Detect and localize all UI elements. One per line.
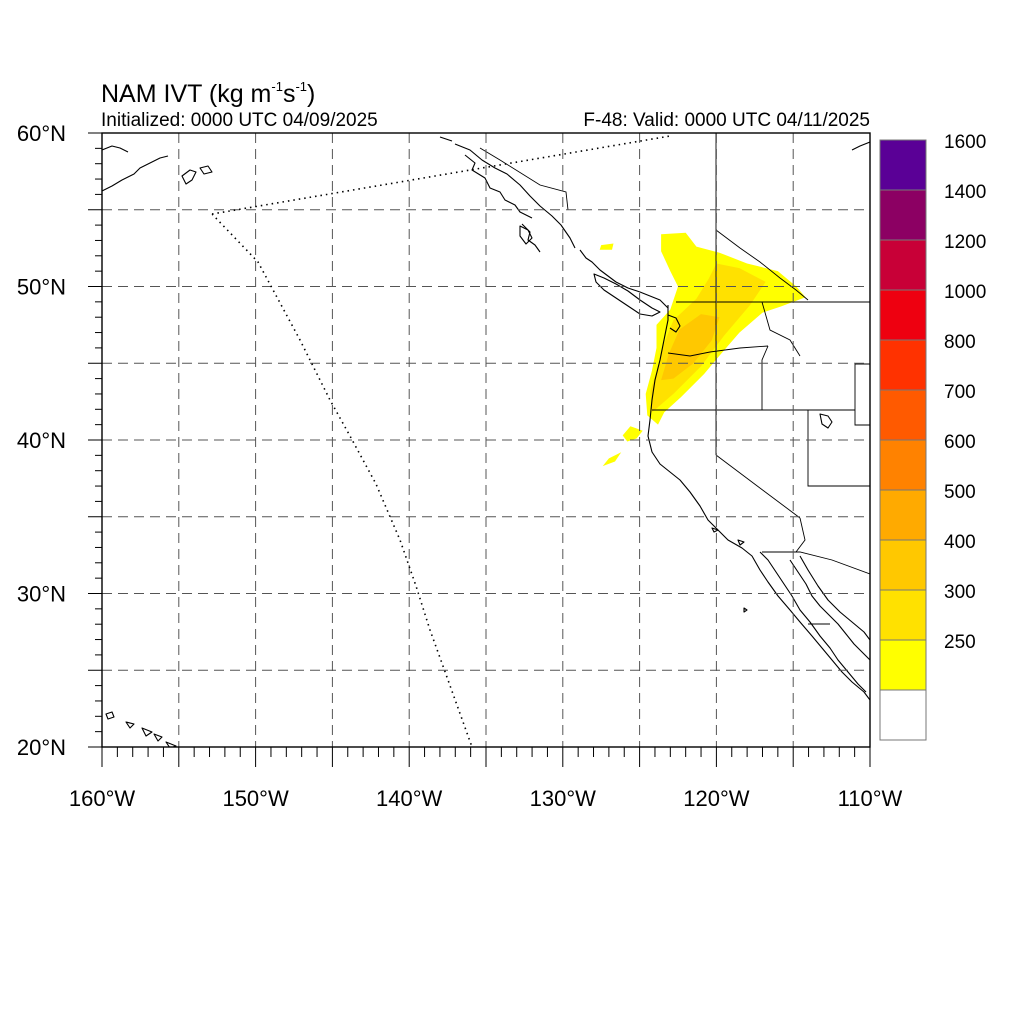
valid-time: F-48: Valid: 0000 UTC 04/11/2025 [583, 110, 870, 131]
colorbar-box [879, 289, 927, 341]
colorbar-box [879, 139, 927, 191]
lat-lon-grid [102, 133, 870, 747]
y-tick-label: 60°N [17, 121, 66, 146]
title-exponent-1: -1 [271, 79, 283, 94]
colorbar-box [879, 189, 927, 241]
colorbar-box [879, 389, 927, 441]
colorbar-box [879, 339, 927, 391]
map-frame [101, 132, 871, 748]
colorbar-box [879, 589, 927, 641]
ivt-shading [599, 232, 806, 467]
colorbar-label: 1200 [944, 232, 986, 253]
colorbar-box [879, 489, 927, 541]
colorbar-box [879, 539, 927, 591]
x-tick-label: 110°W [838, 786, 903, 811]
colorbar-label: 800 [944, 332, 976, 353]
colorbar-label: 250 [944, 632, 976, 653]
colorbar-label: 600 [944, 432, 976, 453]
colorbar-box [879, 439, 927, 491]
colorbar-label: 1600 [944, 132, 986, 153]
x-tick-labels: 160°W 150°W 140°W 130°W 120°W 110°W [69, 786, 903, 811]
model-domain-boundary [211, 135, 671, 748]
y-tick-label: 50°N [17, 275, 66, 300]
colorbar: 250 300 400 500 600 700 800 1000 1200 1400 1600 [879, 132, 986, 741]
colorbar-box [879, 239, 927, 291]
y-tick-label: 40°N [17, 428, 66, 453]
colorbar-label: 1400 [944, 182, 986, 203]
x-tick-label: 130°W [530, 786, 597, 811]
y-tick-label: 20°N [17, 735, 66, 760]
title-exponent-2: -1 [295, 79, 308, 94]
coastlines [102, 136, 870, 747]
ivt-contour-3 [599, 243, 614, 250]
ivt-contour-1 [622, 426, 643, 442]
y-tick-labels: 20°N 30°N 40°N 50°N 60°N [17, 121, 66, 760]
colorbar-box [879, 639, 927, 691]
ivt-contour-2 [602, 452, 622, 467]
colorbar-label: 400 [944, 532, 976, 553]
x-tick-label: 120°W [683, 786, 750, 811]
colorbar-below-box [879, 689, 927, 741]
title-unit-s: s [282, 80, 296, 108]
colorbar-label: 500 [944, 482, 976, 503]
y-tick-label: 30°N [17, 582, 66, 607]
x-tick-label: 150°W [222, 786, 289, 811]
title-text: NAM IVT (kg m [101, 80, 272, 108]
initialized-time: Initialized: 0000 UTC 04/09/2025 [101, 110, 378, 131]
colorbar-label: 700 [944, 382, 976, 403]
map-title: NAM IVT (kg m-1s-1) [101, 72, 315, 109]
x-tick-label: 160°W [69, 786, 136, 811]
colorbar-label: 300 [944, 582, 976, 603]
colorbar-label: 1000 [944, 282, 986, 303]
x-tick-label: 140°W [376, 786, 443, 811]
ivt-contour-5 [661, 314, 720, 381]
axis-ticks [88, 132, 871, 767]
title-close-paren: ) [307, 80, 316, 108]
